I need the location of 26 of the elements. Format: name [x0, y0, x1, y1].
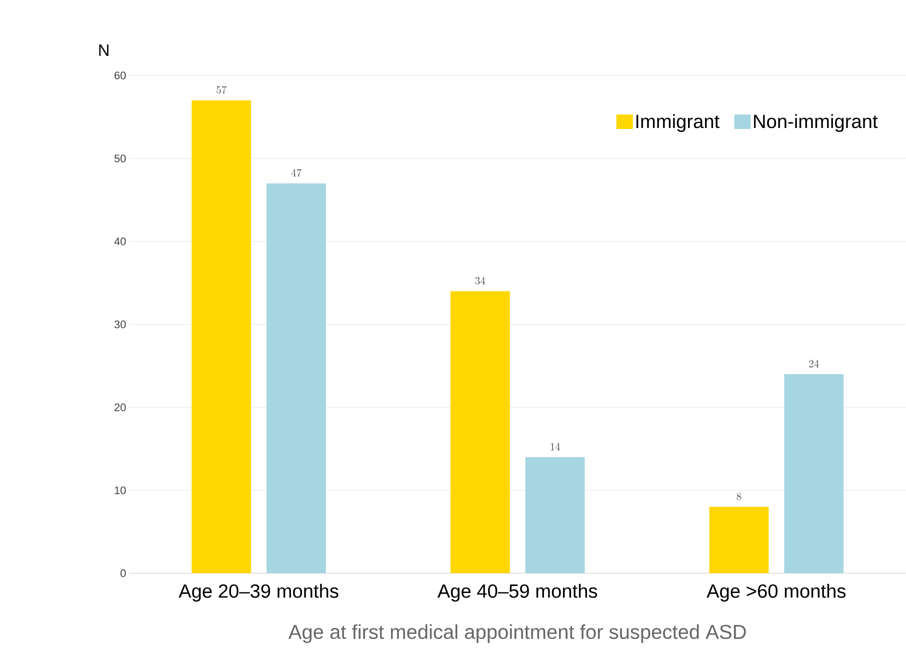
- bar: [525, 457, 585, 574]
- bar: [709, 507, 769, 574]
- y-tick-label: 10: [114, 486, 126, 494]
- data-label: 47: [291, 169, 302, 177]
- bar: [450, 291, 510, 574]
- y-axis-title: N: [99, 44, 108, 56]
- data-label: 57: [216, 86, 227, 94]
- x-tick-label: Age 40–59 months: [437, 584, 598, 602]
- bar: [784, 374, 844, 574]
- y-tick-label: 0: [120, 570, 126, 578]
- legend-label: Immigrant: [636, 114, 720, 132]
- data-label: 8: [736, 493, 742, 501]
- legend-label: Non-immigrant: [754, 114, 878, 132]
- bar: [266, 184, 326, 574]
- y-tick-label: 60: [114, 72, 126, 80]
- x-tick-label: Age >60 months: [706, 584, 846, 602]
- y-tick-label: 40: [114, 238, 126, 246]
- y-tick-label: 20: [114, 404, 126, 412]
- x-axis-title: Age at first medical appointment for suspected ASD: [288, 624, 746, 644]
- data-label: 24: [809, 360, 819, 368]
- data-label: 14: [550, 443, 560, 450]
- x-tick-label: Age 20–39 months: [178, 584, 338, 602]
- y-tick-label: 50: [114, 154, 126, 163]
- bar: [192, 100, 252, 574]
- y-tick-label: 30: [114, 320, 126, 328]
- data-label: 34: [475, 277, 486, 285]
